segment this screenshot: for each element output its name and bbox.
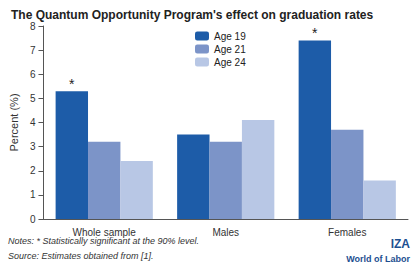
svg-text:The Quantum Opportunity Progra: The Quantum Opportunity Program's effect…	[11, 8, 374, 22]
svg-text:3: 3	[30, 141, 36, 152]
svg-text:4: 4	[30, 117, 36, 128]
svg-text:Age 19: Age 19	[214, 31, 246, 42]
svg-text:IZA: IZA	[391, 237, 411, 251]
svg-text:Age 21: Age 21	[214, 44, 246, 55]
svg-text:Source: Estimates obtained fro: Source: Estimates obtained from [1].	[8, 251, 154, 261]
svg-text:Females: Females	[328, 227, 366, 238]
svg-text:Age 24: Age 24	[214, 57, 246, 68]
svg-text:1: 1	[30, 189, 36, 200]
svg-text:7: 7	[30, 45, 36, 56]
svg-text:8: 8	[30, 21, 36, 32]
svg-text:World of Labor: World of Labor	[346, 254, 410, 264]
svg-text:5: 5	[30, 93, 36, 104]
svg-text:Whole sample: Whole sample	[73, 227, 137, 238]
svg-text:Percent (%): Percent (%)	[8, 93, 20, 151]
svg-text:*: *	[69, 76, 75, 92]
svg-text:Notes: * Statistically signifi: Notes: * Statistically significant at th…	[8, 235, 200, 246]
svg-text:0: 0	[30, 214, 36, 225]
svg-text:6: 6	[30, 69, 36, 80]
svg-text:Males: Males	[212, 227, 239, 238]
svg-text:2: 2	[30, 165, 36, 176]
svg-text:*: *	[312, 25, 318, 41]
